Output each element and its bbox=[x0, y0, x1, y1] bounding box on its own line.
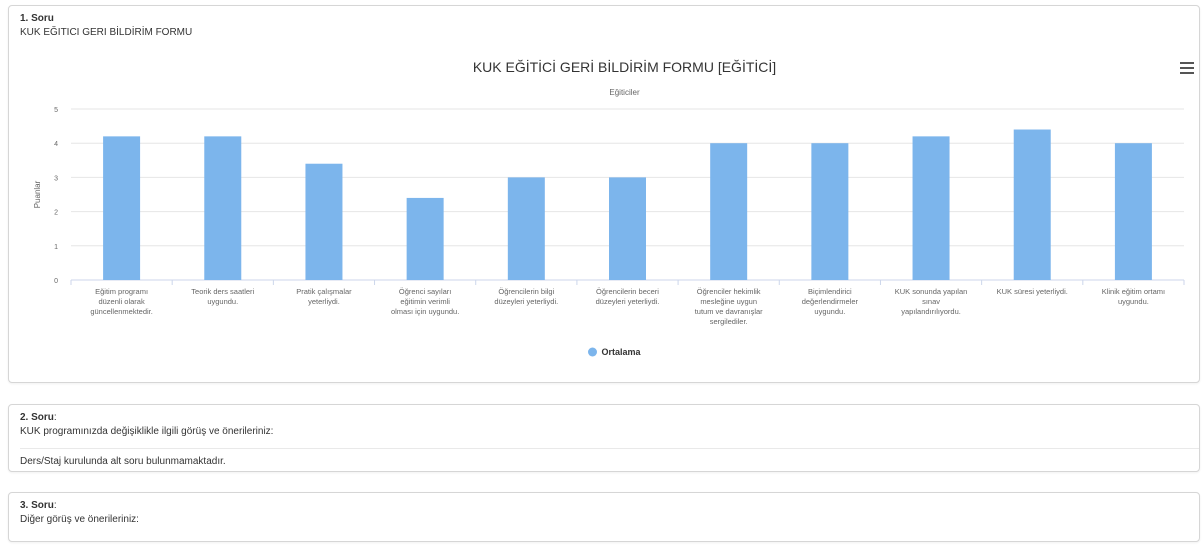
question-number-suffix: : bbox=[53, 500, 57, 511]
question-number-label: 3. Soru bbox=[20, 500, 54, 511]
x-tick-label-line: sınav bbox=[922, 297, 940, 306]
x-tick-label: KUK sonunda yapılan sınav yapılandırılıyor… bbox=[895, 287, 968, 316]
question-number: 1. Soru bbox=[20, 13, 54, 24]
y-tick-label: 2 bbox=[54, 210, 58, 217]
x-tick-label-line: Teorik ders saatleri bbox=[191, 287, 254, 296]
y-tick-label: 4 bbox=[54, 141, 58, 148]
x-tick-label-line: uygundu. bbox=[207, 297, 238, 306]
bar bbox=[305, 163, 343, 280]
x-tick-label-line: sergilediler. bbox=[710, 317, 748, 326]
question-number: 3. Soru: bbox=[20, 500, 57, 511]
y-tick-label: 5 bbox=[54, 107, 58, 114]
y-tick-label: 0 bbox=[54, 278, 58, 285]
bar bbox=[1114, 143, 1152, 280]
chart-subtitle: Eğiticiler bbox=[609, 88, 640, 97]
x-tick-label-line: uygundu. bbox=[1118, 297, 1149, 306]
x-tick-label-line: düzenli olarak bbox=[98, 297, 145, 306]
x-tick-label: Eğitim programı düzenli olarak güncellenme… bbox=[90, 287, 153, 316]
bar bbox=[204, 136, 242, 280]
x-tick-label-line: Biçimlendirici bbox=[808, 287, 852, 296]
x-tick-label: Teorik ders saatleri uygundu. bbox=[191, 287, 254, 306]
x-tick-label-line: tutum ve davranışlar bbox=[695, 307, 763, 316]
question-card-1: 1. Soru KUK EĞITICI GERI BİLDİRİM FORMU … bbox=[8, 5, 1200, 383]
legend-item-label[interactable]: Ortalama bbox=[602, 347, 642, 357]
x-tick-label-line: Eğitim programı bbox=[95, 287, 148, 296]
x-tick-label-line: düzeyleri yeterliydi. bbox=[596, 297, 660, 306]
question-card-3: 3. Soru: Diğer görüş ve önerileriniz: bbox=[8, 492, 1200, 542]
x-tick-label-line: yapılandırılıyordu. bbox=[901, 307, 961, 316]
x-tick-label-line: Pratik çalışmalar bbox=[296, 287, 352, 296]
x-tick-label-line: uygundu. bbox=[814, 307, 845, 316]
x-tick-label-line: düzeyleri yeterliydi. bbox=[494, 297, 558, 306]
x-tick-label-line: Klinik eğitim ortamı bbox=[1102, 287, 1165, 296]
y-tick-label: 1 bbox=[54, 244, 58, 251]
x-tick-label-line: değerlendirmeler bbox=[802, 297, 859, 306]
bar bbox=[406, 197, 444, 280]
hamburger-menu-icon[interactable] bbox=[1180, 62, 1194, 74]
x-tick-label: Öğrencilerin bilgi düzeyleri yeterliydi. bbox=[494, 287, 558, 306]
sub-question-note: Ders/Staj kurulunda alt soru bulunmamakt… bbox=[20, 456, 226, 467]
bar bbox=[609, 177, 646, 280]
x-tick-label-line: eğitimin verimli bbox=[400, 297, 450, 306]
x-tick-label: Öğrenci sayıları eğitimin verimli olması i… bbox=[391, 287, 459, 316]
x-tick-label-line: KUK sonunda yapılan bbox=[895, 287, 968, 296]
x-tick-label-line: Öğrencilerin beceri bbox=[596, 287, 659, 296]
question-card-2: 2. Soru: KUK programınızda değişiklikle … bbox=[8, 404, 1200, 472]
bar bbox=[1013, 129, 1051, 280]
y-tick-label: 3 bbox=[54, 175, 58, 182]
x-tick-label-line: mesleğine uygun bbox=[700, 297, 757, 306]
bar bbox=[507, 177, 545, 280]
x-tick-label-line: olması için uygundu. bbox=[391, 307, 459, 316]
question-text: KUK programınızda değişiklikle ilgili gö… bbox=[20, 426, 274, 437]
x-tick-label: Öğrencilerin beceri düzeyleri yeterliydi. bbox=[596, 287, 660, 306]
question-number: 2. Soru: bbox=[20, 412, 57, 423]
question-number-suffix: : bbox=[53, 412, 57, 423]
x-tick-label-line: KUK süresi yeterliydi. bbox=[997, 287, 1068, 296]
bar-chart: KUK EĞİTİCİ GERİ BİLDİRİM FORMU [EĞİTİCİ… bbox=[33, 58, 1185, 357]
divider bbox=[20, 448, 1199, 449]
x-tick-label: Biçimlendirici değerlendirmeler uygundu. bbox=[802, 287, 859, 316]
legend-marker[interactable] bbox=[588, 347, 597, 357]
bar bbox=[912, 136, 950, 280]
chart-title: KUK EĞİTİCİ GERİ BİLDİRİM FORMU [EĞİTİCİ… bbox=[473, 58, 776, 75]
bar bbox=[710, 143, 748, 280]
x-tick-label: KUK süresi yeterliydi. bbox=[997, 287, 1068, 296]
x-tick-label-line: yeterliydi. bbox=[308, 297, 340, 306]
bar bbox=[103, 136, 141, 280]
question-text: KUK EĞITICI GERI BİLDİRİM FORMU bbox=[20, 27, 193, 38]
question-number-label: 2. Soru bbox=[20, 412, 54, 423]
x-tick-label: Klinik eğitim ortamı uygundu. bbox=[1102, 287, 1165, 306]
x-tick-label: Pratik çalışmalar yeterliydi. bbox=[296, 287, 352, 306]
x-tick-label-line: Öğrenciler hekimlik bbox=[697, 287, 761, 296]
y-axis-label: Puanlar bbox=[33, 180, 42, 208]
bar bbox=[811, 143, 849, 280]
x-tick-label: Öğrenciler hekimlik mesleğine uygun tutum … bbox=[695, 287, 763, 326]
question-text: Diğer görüş ve önerileriniz: bbox=[20, 514, 139, 525]
x-tick-label-line: Öğrencilerin bilgi bbox=[498, 287, 554, 296]
x-tick-label-line: güncellenmektedir. bbox=[90, 307, 153, 316]
x-tick-label-line: Öğrenci sayıları bbox=[399, 287, 452, 296]
